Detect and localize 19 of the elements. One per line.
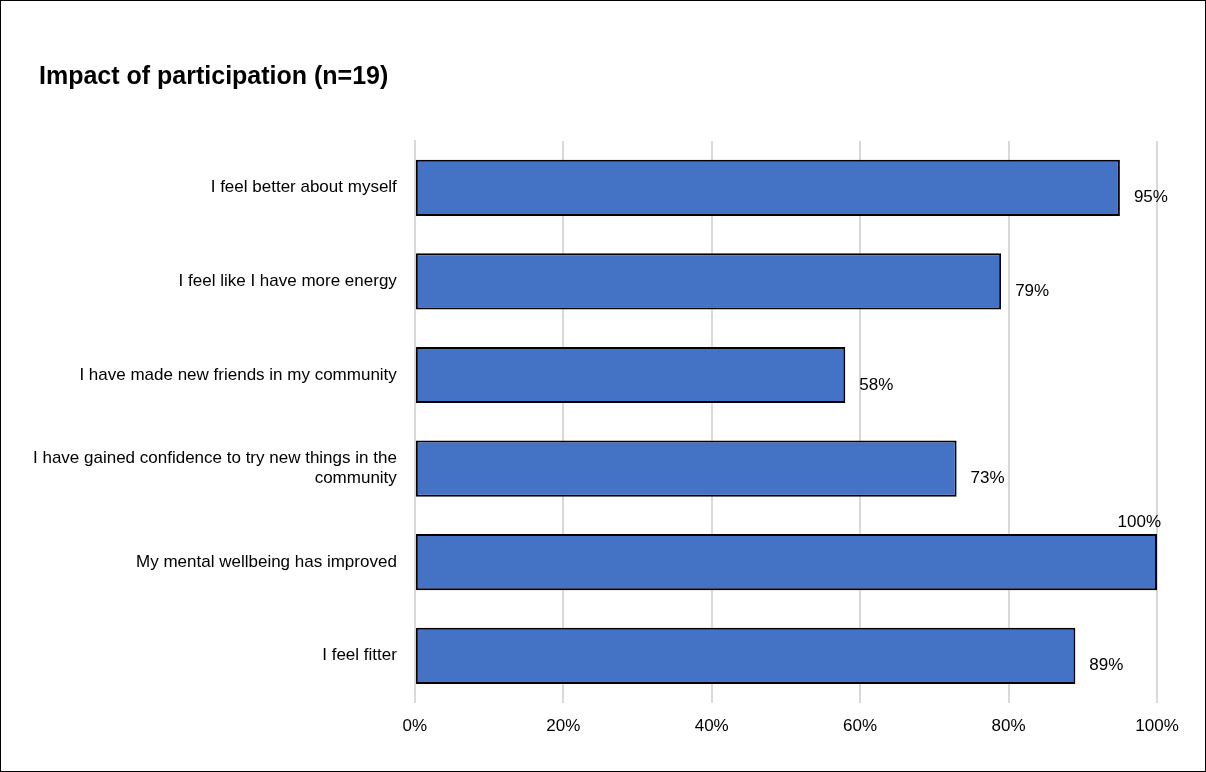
data-label: 58% [859, 374, 894, 394]
y-tick-label: I feel better about myself [210, 177, 398, 197]
x-tick-label: 60% [843, 716, 878, 736]
y-tick-label: I feel like I have more energy [178, 271, 398, 291]
x-tick-label: 100% [1135, 716, 1179, 736]
text: Impact of participation (n=19) [39, 61, 389, 90]
x-tick-label: 40% [694, 716, 729, 736]
data-label: 100% [1117, 512, 1161, 532]
data-label: 95% [1133, 187, 1168, 207]
data-label: 79% [1015, 281, 1050, 301]
x-tick-label: 0% [402, 716, 428, 736]
x-tick-label: 20% [546, 716, 581, 736]
data-label: 89% [1089, 655, 1124, 675]
y-tick-label: I have made new friends in my community [79, 364, 398, 384]
y-tick-label: I feel fitter [322, 645, 398, 665]
y-tick-label: I have gained confidence to try new things in the community [32, 448, 398, 488]
x-tick-label: 80% [991, 716, 1026, 736]
y-tick-label: My mental wellbeing has improved [136, 551, 397, 571]
data-label: 73% [970, 468, 1005, 488]
